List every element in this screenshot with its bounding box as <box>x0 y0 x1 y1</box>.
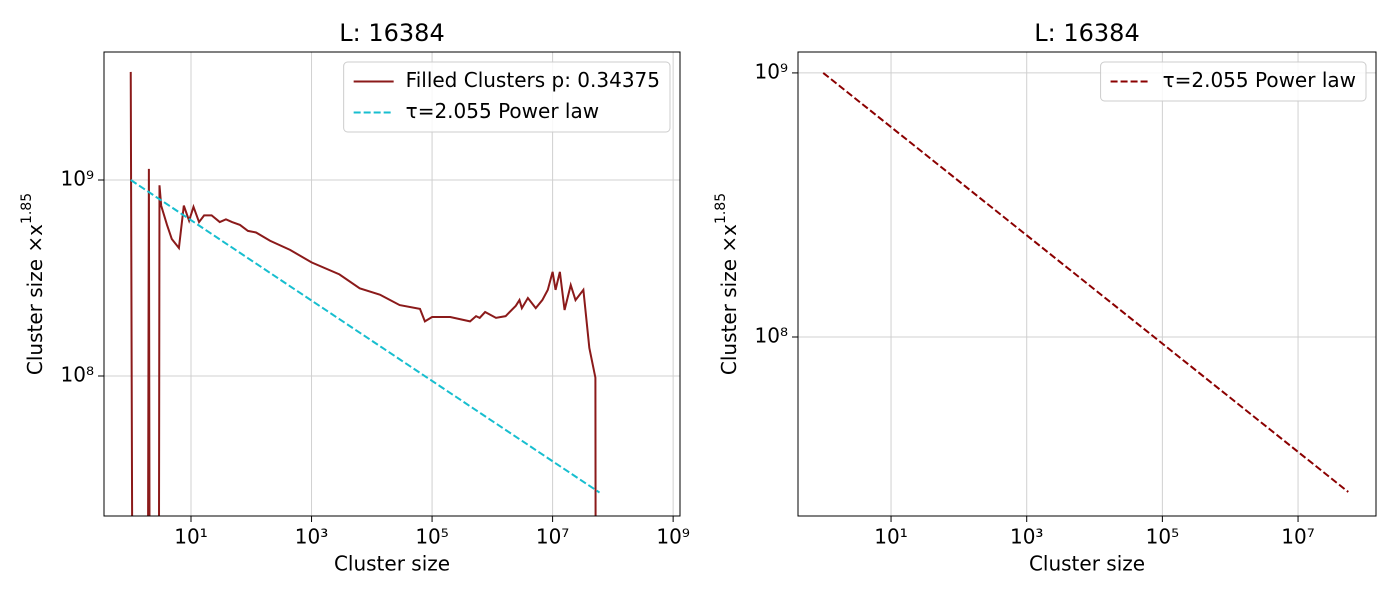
legend: τ=2.055 Power law <box>1100 61 1367 102</box>
x-tick-label: 10³ <box>1010 525 1043 549</box>
y-axis-label-exponent: 1.85 <box>19 193 35 224</box>
y-axis-label-exponent: 1.85 <box>713 193 729 224</box>
x-axis-label: Cluster size <box>334 552 450 576</box>
series-line <box>822 72 1349 493</box>
legend-label: τ=2.055 Power law <box>1163 68 1356 92</box>
legend-label: Filled Clusters p: 0.34375 <box>406 68 660 92</box>
y-axis-label-main: Cluster size ×x <box>23 224 47 375</box>
y-tick-label: 10⁹ <box>61 167 94 191</box>
x-tick-label: 10⁷ <box>536 525 569 549</box>
x-tick-label: 10⁵ <box>415 525 448 549</box>
x-tick-label: 10¹ <box>874 525 907 549</box>
y-tick-label: 10⁸ <box>755 324 788 348</box>
x-axis-label: Cluster size <box>1029 552 1145 576</box>
chart-title: L: 16384 <box>339 19 444 47</box>
plot-frame <box>103 51 681 517</box>
y-tick-label: 10⁹ <box>755 59 788 83</box>
x-tick-label: 10³ <box>295 525 328 549</box>
legend: Filled Clusters p: 0.34375 τ=2.055 Power … <box>343 61 671 133</box>
x-tick-label: 10⁵ <box>1146 525 1179 549</box>
legend-label: τ=2.055 Power law <box>406 99 599 123</box>
chart-title: L: 16384 <box>1034 19 1139 47</box>
series-line <box>129 71 597 516</box>
x-tick-label: 10¹ <box>174 525 207 549</box>
series-line <box>130 179 601 494</box>
plot-frame <box>797 51 1377 517</box>
x-tick-label: 10⁷ <box>1281 525 1314 549</box>
x-tick-label: 10⁹ <box>656 525 689 549</box>
y-axis-label: Cluster size ×x1.85 <box>19 193 47 375</box>
y-axis-label-main: Cluster size ×x <box>717 224 741 375</box>
y-axis-label: Cluster size ×x1.85 <box>713 193 741 375</box>
legend-box <box>343 61 671 133</box>
legend-box <box>1100 61 1367 102</box>
y-tick-label: 10⁸ <box>61 362 94 386</box>
